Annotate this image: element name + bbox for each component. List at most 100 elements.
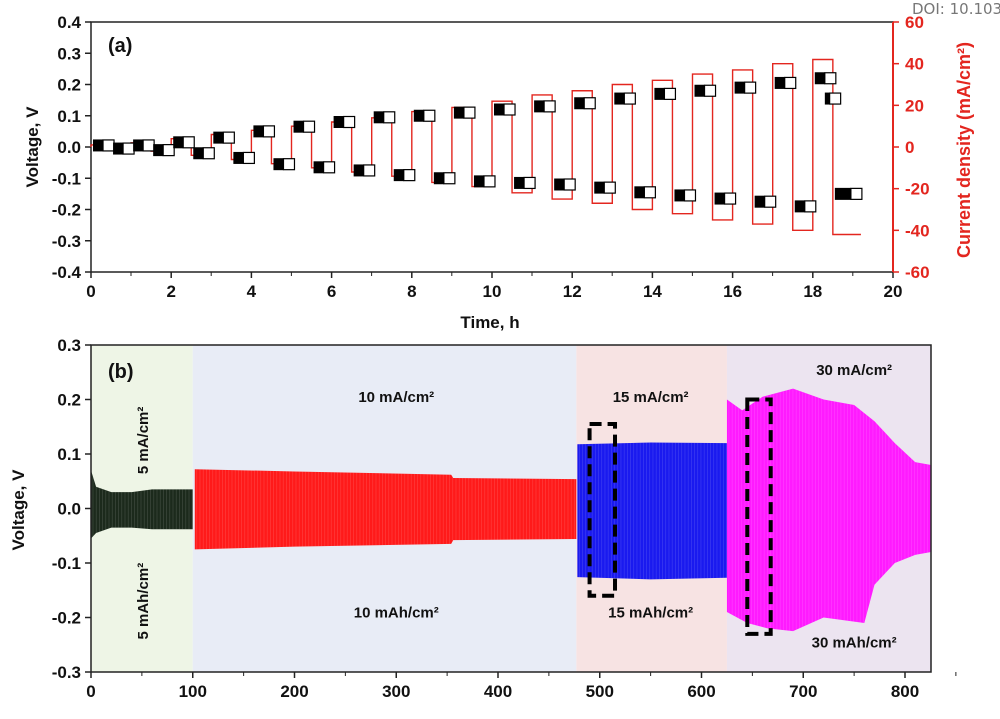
- voltage-plateau: [133, 139, 144, 152]
- x-tick-label: 800: [891, 682, 919, 701]
- voltage-plateau: [453, 106, 464, 119]
- y-tick-label: 0.4: [57, 13, 81, 32]
- region-top-label: 15 mA/cm²: [613, 389, 689, 406]
- voltage-plateau: [313, 161, 324, 174]
- panel-a: 0 2 4 6 8 10 12 14 16 18 20 0.4 0.3 0.2 0.1 0.0 -0.1 -0.2…: [52, 13, 930, 301]
- y-tick-label: 0.1: [57, 107, 81, 126]
- voltage-marker: [663, 87, 677, 100]
- voltage-marker: [683, 189, 697, 202]
- voltage-plateau: [654, 87, 665, 100]
- y-tick-label: 0.0: [57, 138, 81, 157]
- voltage-marker: [829, 92, 842, 105]
- y2-tick-label: 60: [905, 13, 924, 32]
- voltage-plateau: [293, 120, 304, 133]
- region-top-label: 30 mA/cm²: [816, 362, 892, 379]
- voltage-plateau: [754, 195, 765, 208]
- voltage-marker: [850, 187, 863, 200]
- y-tick-label: -0.3: [52, 232, 81, 251]
- x-tick-label: 18: [803, 282, 822, 301]
- voltage-marker: [744, 81, 757, 94]
- x-tick-label: 0: [86, 682, 95, 701]
- voltage-marker: [343, 115, 356, 129]
- y-tick-label: 0.2: [57, 391, 81, 410]
- voltage-envelope: [194, 469, 577, 550]
- voltage-marker: [483, 175, 496, 188]
- voltage-plateau: [774, 76, 785, 89]
- voltage-marker: [703, 84, 717, 97]
- voltage-marker: [583, 97, 596, 110]
- panel-a-ylabel: Voltage, V: [23, 106, 42, 188]
- region-bottom-label: 5 mAh/cm²: [135, 563, 152, 640]
- voltage-plateau: [714, 192, 725, 205]
- voltage-plateau: [494, 103, 505, 116]
- voltage-plateau: [353, 164, 364, 177]
- voltage-plateau: [233, 151, 244, 164]
- y-tick-label: -0.3: [52, 663, 81, 682]
- y2-tick-label: 0: [905, 138, 914, 157]
- voltage-plateau: [674, 189, 685, 202]
- voltage-marker: [102, 139, 115, 152]
- voltage-plateau: [333, 116, 344, 128]
- voltage-marker: [403, 169, 416, 182]
- voltage-plateau: [734, 81, 745, 94]
- voltage-marker: [643, 186, 656, 199]
- region-bottom-label: 30 mAh/cm²: [812, 634, 897, 651]
- voltage-marker: [784, 76, 797, 90]
- voltage-marker: [623, 92, 636, 105]
- voltage-plateau: [694, 84, 705, 97]
- y2-tick-label: 20: [905, 96, 924, 115]
- voltage-plateau: [113, 142, 124, 155]
- y-tick-label: -0.2: [52, 609, 81, 628]
- voltage-marker: [764, 195, 777, 208]
- region-bottom-label: 15 mAh/cm²: [608, 605, 693, 622]
- voltage-marker: [182, 136, 195, 149]
- highlight-box: [745, 397, 773, 636]
- voltage-marker: [122, 142, 135, 155]
- x-tick-label: 2: [166, 282, 175, 301]
- x-tick-label: 4: [247, 282, 257, 301]
- voltage-plateau: [574, 97, 585, 110]
- voltage-plateau: [534, 100, 545, 113]
- voltage-marker: [322, 161, 336, 174]
- voltage-plateau: [193, 147, 204, 160]
- voltage-plateau: [634, 186, 645, 199]
- voltage-plateau: [393, 169, 404, 182]
- voltage-plateau: [834, 187, 851, 200]
- region-bottom-label: 10 mAh/cm²: [354, 605, 439, 622]
- y-tick-label: -0.1: [52, 169, 81, 188]
- x-tick-label: 300: [382, 682, 410, 701]
- voltage-plateau: [554, 178, 565, 191]
- y2-tick-label: -60: [905, 263, 930, 282]
- x-tick-label: 12: [563, 282, 582, 301]
- y-tick-label: 0.3: [57, 336, 81, 355]
- voltage-marker: [262, 125, 276, 138]
- y-tick-label: 0.3: [57, 44, 81, 63]
- voltage-marker: [222, 131, 235, 144]
- y2-tick-label: -40: [905, 221, 930, 240]
- voltage-marker: [383, 111, 396, 124]
- x-tick-label: 10: [483, 282, 502, 301]
- voltage-envelope: [726, 388, 931, 632]
- voltage-marker: [523, 176, 536, 190]
- voltage-marker: [302, 120, 316, 133]
- y2-tick-label: -20: [905, 180, 930, 199]
- voltage-plateau: [413, 109, 424, 122]
- voltage-marker: [162, 144, 175, 157]
- panel-a-y2label: Current density (mA/cm²): [954, 42, 974, 258]
- voltage-plateau: [253, 125, 264, 138]
- panel-b: 5 mA/cm² 5 mAh/cm² 10 mA/cm² 10 mAh/cm² 15 m…: [52, 336, 957, 701]
- voltage-plateau: [153, 144, 164, 157]
- voltage-plateau: [173, 136, 184, 149]
- voltage-marker: [463, 106, 476, 119]
- x-tick-label: 200: [280, 682, 308, 701]
- x-tick-label: 400: [484, 682, 512, 701]
- y-tick-label: 0.1: [57, 445, 81, 464]
- voltage-plateau: [93, 139, 104, 152]
- voltage-marker: [242, 151, 255, 165]
- y-tick-label: 0.0: [57, 500, 81, 519]
- voltage-plateau: [814, 72, 825, 85]
- x-tick-label: 14: [643, 282, 662, 301]
- y-tick-label: -0.4: [52, 263, 82, 282]
- voltage-marker: [563, 178, 576, 191]
